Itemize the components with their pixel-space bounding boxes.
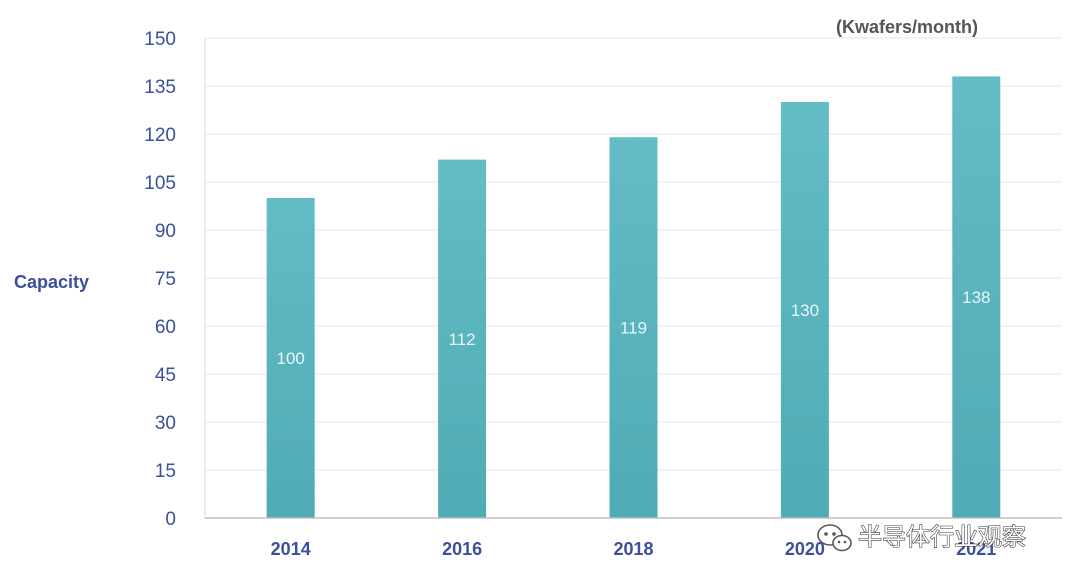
y-tick-label: 30	[155, 413, 176, 434]
bar-2018	[609, 137, 658, 518]
y-tick-label: 45	[155, 365, 176, 386]
y-tick-label: 0	[165, 509, 176, 530]
x-tick-label: 2014	[271, 539, 311, 559]
y-tick-label: 75	[155, 269, 176, 290]
y-tick-label: 90	[155, 221, 176, 242]
data-label: 119	[620, 319, 647, 338]
y-tick-label: 15	[155, 461, 176, 482]
x-tick-label: 2016	[442, 539, 482, 559]
y-tick-label: 135	[144, 77, 176, 98]
x-tick-label: 2021	[956, 539, 996, 559]
y-tick-label: 120	[144, 125, 176, 146]
bars: 100 112 119 130 138	[266, 76, 1001, 519]
x-axis-ticks: 2014 2016 2018 2020 2021	[271, 539, 997, 559]
y-tick-label: 105	[144, 173, 176, 194]
y-axis-ticks: 0 15 30 45 60 75 90 105 120 135 150	[144, 29, 176, 530]
y-tick-label: 60	[155, 317, 176, 338]
y-tick-label: 150	[144, 29, 176, 50]
watermark-text: 半导体行业观察	[858, 523, 1026, 551]
data-label: 100	[277, 349, 305, 368]
bar-2021	[952, 76, 1001, 519]
wechat-icon	[817, 524, 852, 552]
watermark: 半导体行业观察	[817, 522, 1027, 552]
bar-2014	[266, 198, 315, 518]
data-label: 130	[791, 301, 819, 320]
data-label: 138	[962, 288, 990, 307]
x-tick-label: 2018	[613, 539, 653, 559]
data-label: 112	[449, 330, 476, 349]
bar-2016	[438, 159, 487, 518]
y-axis-label: Capacity	[14, 272, 89, 292]
bar-2020	[780, 102, 829, 518]
x-tick-label: 2020	[785, 539, 825, 559]
unit-label: (Kwafers/month)	[836, 17, 978, 37]
